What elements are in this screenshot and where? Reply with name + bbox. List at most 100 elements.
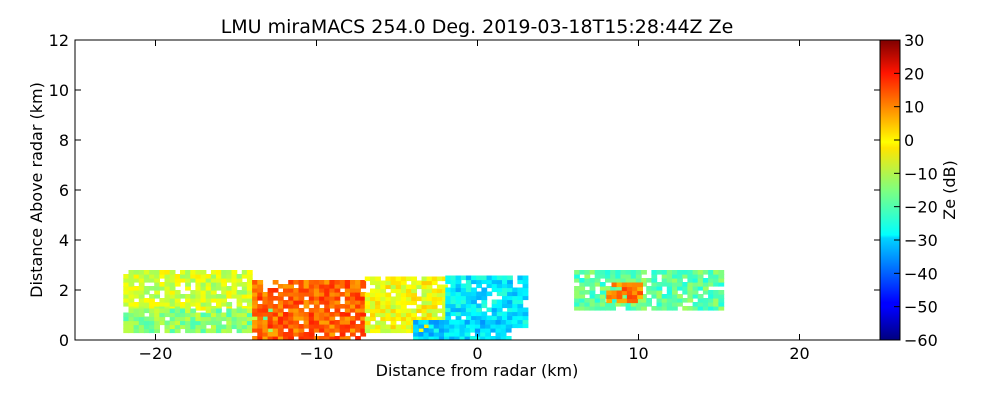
echo-cell <box>599 302 606 307</box>
echo-cell <box>380 316 387 322</box>
echo-cell <box>442 276 448 282</box>
echo-cell <box>481 279 488 285</box>
echo-cell <box>133 274 140 279</box>
echo-cell <box>226 324 233 330</box>
echo-cell <box>672 290 678 295</box>
echo-cell <box>236 282 243 287</box>
echo-cell <box>364 292 371 298</box>
echo-cell <box>262 316 269 322</box>
echo-cell <box>522 279 529 285</box>
echo-cell <box>661 294 668 299</box>
echo-cell <box>370 316 376 322</box>
echo-cell <box>718 270 725 275</box>
echo-cell <box>406 328 412 334</box>
echo-cell <box>496 299 503 305</box>
echo-cell <box>481 311 488 317</box>
echo-cell <box>241 320 248 326</box>
echo-cell <box>159 316 166 322</box>
echo-cell <box>444 320 450 325</box>
echo-cell <box>313 320 320 325</box>
echo-cell <box>682 282 689 287</box>
echo-cell <box>200 294 207 299</box>
echo-cell <box>455 275 462 281</box>
echo-cell <box>180 306 186 311</box>
echo-cell <box>646 286 652 291</box>
echo-cell <box>385 280 392 286</box>
echo-cell <box>277 284 284 289</box>
echo-cell <box>449 324 455 329</box>
echo-cell <box>277 336 284 340</box>
echo-cell <box>128 286 135 291</box>
echo-cell <box>257 316 264 321</box>
echo-cell <box>672 286 678 291</box>
echo-cell <box>149 298 155 303</box>
colorbar-tick-label: 10 <box>904 98 924 117</box>
echo-cell <box>149 306 155 311</box>
echo-cell <box>329 284 336 289</box>
echo-cell <box>486 307 493 313</box>
echo-cell <box>589 282 596 287</box>
echo-cell <box>625 274 632 279</box>
echo-cell <box>195 320 202 326</box>
echo-cell <box>267 292 274 297</box>
echo-cell <box>599 270 606 275</box>
echo-cell <box>517 275 524 281</box>
echo-cell <box>692 294 699 299</box>
echo-cell <box>496 315 503 321</box>
echo-cell <box>236 278 243 283</box>
echo-cell <box>180 278 186 283</box>
echo-cell <box>308 328 315 333</box>
echo-cell <box>246 306 253 311</box>
echo-cell <box>226 316 233 322</box>
echo-cell <box>200 274 207 279</box>
echo-cell <box>236 274 243 279</box>
echo-cell <box>455 303 462 309</box>
echo-cell <box>423 336 430 340</box>
echo-cell <box>252 308 258 313</box>
echo-cell <box>324 280 330 285</box>
echo-cell <box>400 288 407 294</box>
echo-cell <box>390 276 397 282</box>
echo-cell <box>236 298 243 303</box>
echo-cell <box>666 270 673 275</box>
echo-cell <box>606 290 613 296</box>
echo-cell <box>174 302 181 307</box>
echo-cell <box>205 286 212 291</box>
echo-cell <box>406 320 412 326</box>
echo-cell <box>471 275 477 281</box>
echo-cell <box>589 290 596 295</box>
echo-cell <box>469 336 476 340</box>
echo-cell <box>159 320 166 326</box>
echo-cell <box>339 328 346 333</box>
echo-cell <box>490 328 497 333</box>
echo-cell <box>491 303 498 309</box>
echo-cell <box>713 274 719 279</box>
echo-cell <box>426 276 433 282</box>
echo-cell <box>507 303 513 309</box>
echo-cell <box>687 270 694 275</box>
echo-cell <box>574 298 580 303</box>
echo-cell <box>288 320 294 325</box>
echo-cell <box>308 312 315 317</box>
echo-cell <box>708 270 714 275</box>
echo-cell <box>195 286 202 291</box>
echo-cell <box>666 274 673 279</box>
echo-cell <box>579 294 586 299</box>
echo-cell <box>692 286 699 291</box>
echo-cell <box>298 332 305 337</box>
echo-cell <box>360 328 367 333</box>
echo-cell <box>262 328 269 333</box>
echo-cell <box>697 298 704 303</box>
echo-cell <box>442 288 448 294</box>
echo-cell <box>713 294 719 299</box>
echo-cell <box>324 324 330 329</box>
echo-cell <box>672 306 678 311</box>
echo-cell <box>138 306 145 311</box>
echo-cell <box>385 276 392 282</box>
echo-cell <box>507 283 513 289</box>
echo-cell <box>169 320 176 326</box>
echo-cell <box>128 290 135 295</box>
echo-cell <box>226 270 233 275</box>
echo-cell <box>702 298 709 303</box>
echo-cell <box>231 282 238 287</box>
